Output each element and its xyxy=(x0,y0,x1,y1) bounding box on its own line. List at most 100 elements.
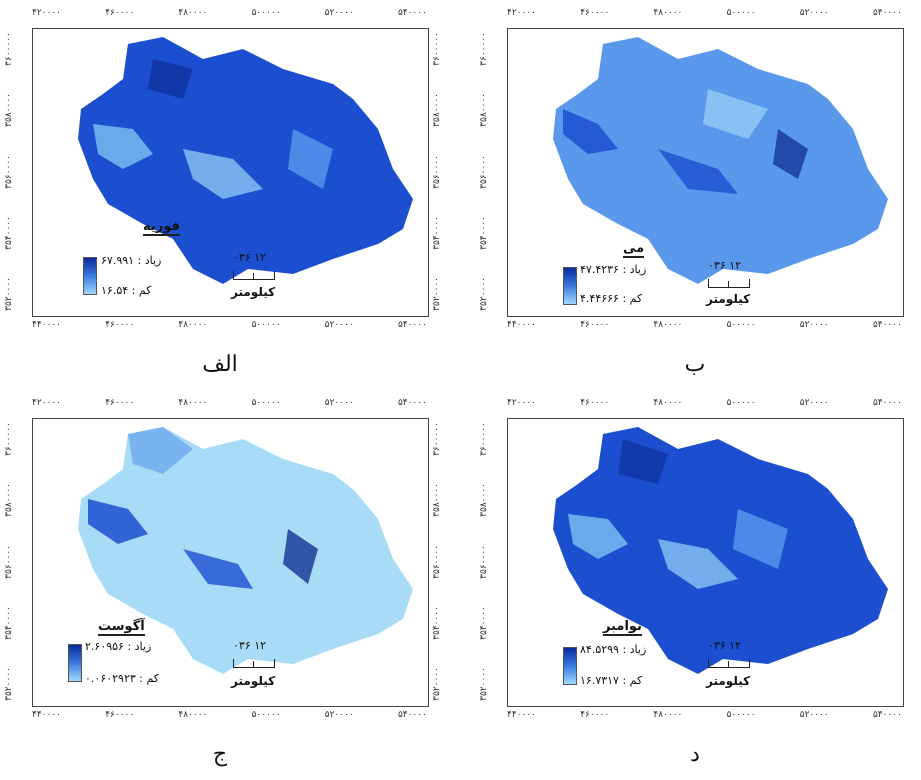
scale-unit: کیلومتر xyxy=(231,674,276,688)
region-highlight xyxy=(93,124,153,169)
tick-label: ۳۵۶۰۰۰۰ xyxy=(4,154,14,189)
region-highlight xyxy=(88,499,148,544)
tick-label: ۳۵۲۰۰۰۰ xyxy=(4,667,14,701)
tick-label: ۳۵۶۰۰۰۰ xyxy=(479,544,489,579)
legend-high: زیاد : ۴۷.۴۲۳۶ xyxy=(580,263,647,276)
tick-label: ۳۵۴۰۰۰۰ xyxy=(4,605,14,640)
tick-label: ۴۶۰۰۰۰ xyxy=(105,710,135,720)
ticks-top: ۴۲۰۰۰۰ ۴۶۰۰۰۰ ۴۸۰۰۰۰ ۵۰۰۰۰۰ ۵۲۰۰۰۰ ۵۴۰۰۰… xyxy=(507,8,902,18)
map-title: نوامبر xyxy=(603,619,642,636)
tick-label: ۳۵۸۰۰۰۰ xyxy=(479,483,489,518)
tick-label: ۵۲۰۰۰۰ xyxy=(799,320,829,330)
map-panel-february: ۴۲۰۰۰۰ ۴۶۰۰۰۰ ۴۸۰۰۰۰ ۵۰۰۰۰۰ ۵۲۰۰۰۰ ۵۴۰۰۰… xyxy=(0,0,442,377)
region-highlight xyxy=(563,109,618,154)
panel-caption: د xyxy=(690,742,700,767)
legend-low: کم : ۱۶.۵۴ xyxy=(101,284,152,297)
legend-low: کم : ۱۶.۷۳۱۷ xyxy=(580,674,643,687)
map-title: می xyxy=(623,241,645,258)
ticks-left: ۳۶۰۰۰۰۰ ۳۵۸۰۰۰۰ ۳۵۶۰۰۰۰ ۳۵۴۰۰۰۰ ۳۵۲۰۰۰۰ xyxy=(4,28,14,315)
tick-label: ۳۵۲۰۰۰۰ xyxy=(479,277,489,311)
tick-label: ۴۶۰۰۰۰ xyxy=(580,320,610,330)
scale-numbers: ۰۳۶ ۱۲ xyxy=(708,639,742,652)
tick-label: ۴۶۰۰۰۰ xyxy=(105,320,135,330)
scale-bar xyxy=(233,659,275,668)
tick-label: ۵۰۰۰۰۰ xyxy=(251,710,281,720)
tick-label: ۵۴۰۰۰۰ xyxy=(872,398,902,408)
tick-label: ۴۴۰۰۰۰ xyxy=(32,320,62,330)
region-highlight xyxy=(568,514,628,559)
tick-label: ۵۰۰۰۰۰ xyxy=(251,8,281,18)
map-frame: آگوست زیاد : ۲.۶۰۹۵۶ کم : ۰.۰۶۰۲۹۲۳ ۰۳۶ … xyxy=(32,418,429,707)
map-frame: نوامبر زیاد : ۸۴.۵۲۹۹ کم : ۱۶.۷۳۱۷ ۰۳۶ ۱… xyxy=(507,418,904,707)
tick-label: ۵۰۰۰۰۰ xyxy=(726,320,756,330)
tick-label: ۵۰۰۰۰۰ xyxy=(726,8,756,18)
tick-label: ۴۶۰۰۰۰ xyxy=(580,398,610,408)
region-highlight xyxy=(658,539,738,589)
tick-label: ۳۵۸۰۰۰۰ xyxy=(4,483,14,518)
tick-label: ۳۵۴۰۰۰۰ xyxy=(432,215,442,250)
tick-label: ۵۲۰۰۰۰ xyxy=(799,8,829,18)
region-highlight xyxy=(128,427,193,474)
scale-numbers: ۰۳۶ ۱۲ xyxy=(708,259,742,272)
ticks-top: ۴۲۰۰۰۰ ۴۶۰۰۰۰ ۴۸۰۰۰۰ ۵۰۰۰۰۰ ۵۲۰۰۰۰ ۵۴۰۰۰… xyxy=(32,398,427,408)
tick-label: ۳۵۴۰۰۰۰ xyxy=(479,605,489,640)
region-shadow xyxy=(148,59,193,99)
scale-bar xyxy=(708,659,750,668)
ticks-right: ۳۶۰۰۰۰۰ ۳۵۸۰۰۰۰ ۳۵۶۰۰۰۰ ۳۵۴۰۰۰۰ ۳۵۲۰۰۰۰ xyxy=(432,418,442,705)
scale-bar xyxy=(708,279,750,288)
tick-label: ۳۵۴۰۰۰۰ xyxy=(4,215,14,250)
map-panel-may: ۴۲۰۰۰۰ ۴۶۰۰۰۰ ۴۸۰۰۰۰ ۵۰۰۰۰۰ ۵۲۰۰۰۰ ۵۴۰۰۰… xyxy=(475,0,915,377)
map-title: فوریه xyxy=(143,219,180,236)
tick-label: ۵۴۰۰۰۰ xyxy=(872,320,902,330)
ticks-left: ۳۶۰۰۰۰۰ ۳۵۸۰۰۰۰ ۳۵۶۰۰۰۰ ۳۵۴۰۰۰۰ ۳۵۲۰۰۰۰ xyxy=(4,418,14,705)
tick-label: ۴۶۰۰۰۰ xyxy=(580,8,610,18)
tick-label: ۳۶۰۰۰۰۰ xyxy=(4,32,14,66)
scale-unit: کیلومتر xyxy=(706,292,751,306)
tick-label: ۴۸۰۰۰۰ xyxy=(178,8,208,18)
region-highlight xyxy=(288,129,333,189)
tick-label: ۵۴۰۰۰۰ xyxy=(397,8,427,18)
tick-label: ۳۶۰۰۰۰۰ xyxy=(479,32,489,66)
scale-unit: کیلومتر xyxy=(706,674,751,688)
tick-label: ۴۶۰۰۰۰ xyxy=(105,8,135,18)
tick-label: ۴۸۰۰۰۰ xyxy=(653,320,683,330)
legend-bar xyxy=(563,647,577,685)
tick-label: ۴۲۰۰۰۰ xyxy=(507,8,537,18)
tick-label: ۴۲۰۰۰۰ xyxy=(32,398,62,408)
tick-label: ۵۰۰۰۰۰ xyxy=(251,320,281,330)
region-shape xyxy=(78,37,413,284)
scale-numbers: ۰۳۶ ۱۲ xyxy=(233,251,267,264)
ticks-top: ۴۲۰۰۰۰ ۴۶۰۰۰۰ ۴۸۰۰۰۰ ۵۰۰۰۰۰ ۵۲۰۰۰۰ ۵۴۰۰۰… xyxy=(32,8,427,18)
tick-label: ۵۴۰۰۰۰ xyxy=(872,8,902,18)
region-highlight xyxy=(658,149,738,194)
map-frame: فوریه زیاد : ۶۷.۹۹۱ کم : ۱۶.۵۴ ۰۳۶ ۱۲ کی… xyxy=(32,28,429,317)
region-highlight xyxy=(183,549,253,589)
scale-unit: کیلومتر xyxy=(231,285,276,299)
scale-bar xyxy=(233,271,275,280)
tick-label: ۴۲۰۰۰۰ xyxy=(507,398,537,408)
ticks-bottom: ۴۴۰۰۰۰ ۴۶۰۰۰۰ ۴۸۰۰۰۰ ۵۰۰۰۰۰ ۵۲۰۰۰۰ ۵۴۰۰۰… xyxy=(32,320,427,330)
tick-label: ۳۵۲۰۰۰۰ xyxy=(4,277,14,311)
legend-high: زیاد : ۶۷.۹۹۱ xyxy=(101,254,162,267)
tick-label: ۴۶۰۰۰۰ xyxy=(105,398,135,408)
tick-label: ۵۰۰۰۰۰ xyxy=(251,398,281,408)
tick-label: ۳۵۸۰۰۰۰ xyxy=(432,93,442,128)
tick-label: ۳۵۸۰۰۰۰ xyxy=(432,483,442,518)
ticks-left: ۳۶۰۰۰۰۰ ۳۵۸۰۰۰۰ ۳۵۶۰۰۰۰ ۳۵۴۰۰۰۰ ۳۵۲۰۰۰۰ xyxy=(479,28,489,315)
tick-label: ۳۵۶۰۰۰۰ xyxy=(432,154,442,189)
legend-low: کم : ۴.۴۴۶۶۶ xyxy=(580,292,643,305)
map-panel-november: ۴۲۰۰۰۰ ۴۶۰۰۰۰ ۴۸۰۰۰۰ ۵۰۰۰۰۰ ۵۲۰۰۰۰ ۵۴۰۰۰… xyxy=(475,390,915,767)
panel-caption: الف xyxy=(202,352,238,377)
legend-high: زیاد : ۲.۶۰۹۵۶ xyxy=(85,640,152,653)
tick-label: ۵۲۰۰۰۰ xyxy=(799,710,829,720)
ticks-bottom: ۴۴۰۰۰۰ ۴۶۰۰۰۰ ۴۸۰۰۰۰ ۵۰۰۰۰۰ ۵۲۰۰۰۰ ۵۴۰۰۰… xyxy=(32,710,427,720)
tick-label: ۳۵۲۰۰۰۰ xyxy=(479,667,489,701)
region-shadow xyxy=(618,439,668,484)
ticks-bottom: ۴۴۰۰۰۰ ۴۶۰۰۰۰ ۴۸۰۰۰۰ ۵۰۰۰۰۰ ۵۲۰۰۰۰ ۵۴۰۰۰… xyxy=(507,710,902,720)
region-highlight xyxy=(703,89,768,139)
ticks-top: ۴۲۰۰۰۰ ۴۶۰۰۰۰ ۴۸۰۰۰۰ ۵۰۰۰۰۰ ۵۲۰۰۰۰ ۵۴۰۰۰… xyxy=(507,398,902,408)
tick-label: ۵۴۰۰۰۰ xyxy=(872,710,902,720)
legend-high: زیاد : ۸۴.۵۲۹۹ xyxy=(580,643,647,656)
tick-label: ۴۲۰۰۰۰ xyxy=(32,8,62,18)
panel-caption: ب xyxy=(684,352,706,377)
